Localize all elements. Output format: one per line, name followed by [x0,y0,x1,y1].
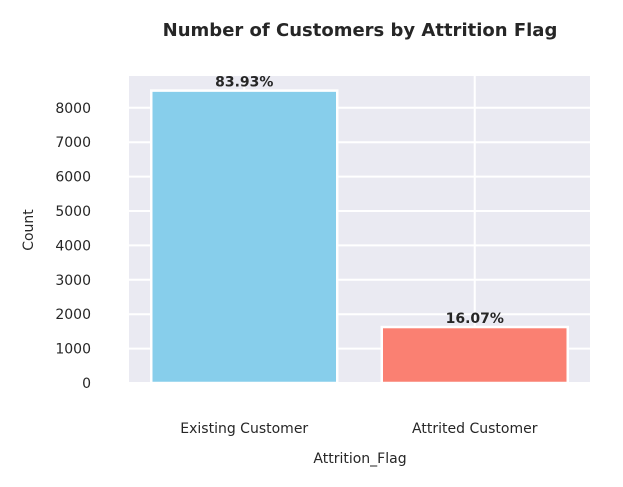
chart-title: Number of Customers by Attrition Flag [163,20,558,41]
bar-existing-customer [150,89,339,385]
y-tick-label: 1000 [55,342,91,358]
bar-labels: 83.93% 16.07% [215,75,504,327]
bar-value-label: 16.07% [446,311,504,327]
y-tick-label: 0 [82,376,91,392]
bar-value-label: 83.93% [215,75,273,91]
x-axis-label: Attrition_Flag [313,451,406,467]
y-tick-label: 6000 [55,170,91,186]
y-tick-label: 7000 [55,135,91,151]
y-tick-label: 4000 [55,238,91,254]
y-tick-label: 3000 [55,273,91,289]
x-tick-label: Existing Customer [180,421,308,437]
bar-attrited-customer [380,325,569,385]
y-tick-label: 5000 [55,204,91,220]
x-tick-labels: Existing Customer Attrited Customer [180,421,537,437]
x-tick-label: Attrited Customer [412,421,538,437]
y-tick-label: 2000 [55,307,91,323]
y-tick-label: 8000 [55,101,91,117]
y-tick-labels: 0 1000 2000 3000 4000 5000 6000 7000 8000 [55,101,91,392]
y-axis-label: Count [21,209,37,251]
bars [150,89,569,385]
